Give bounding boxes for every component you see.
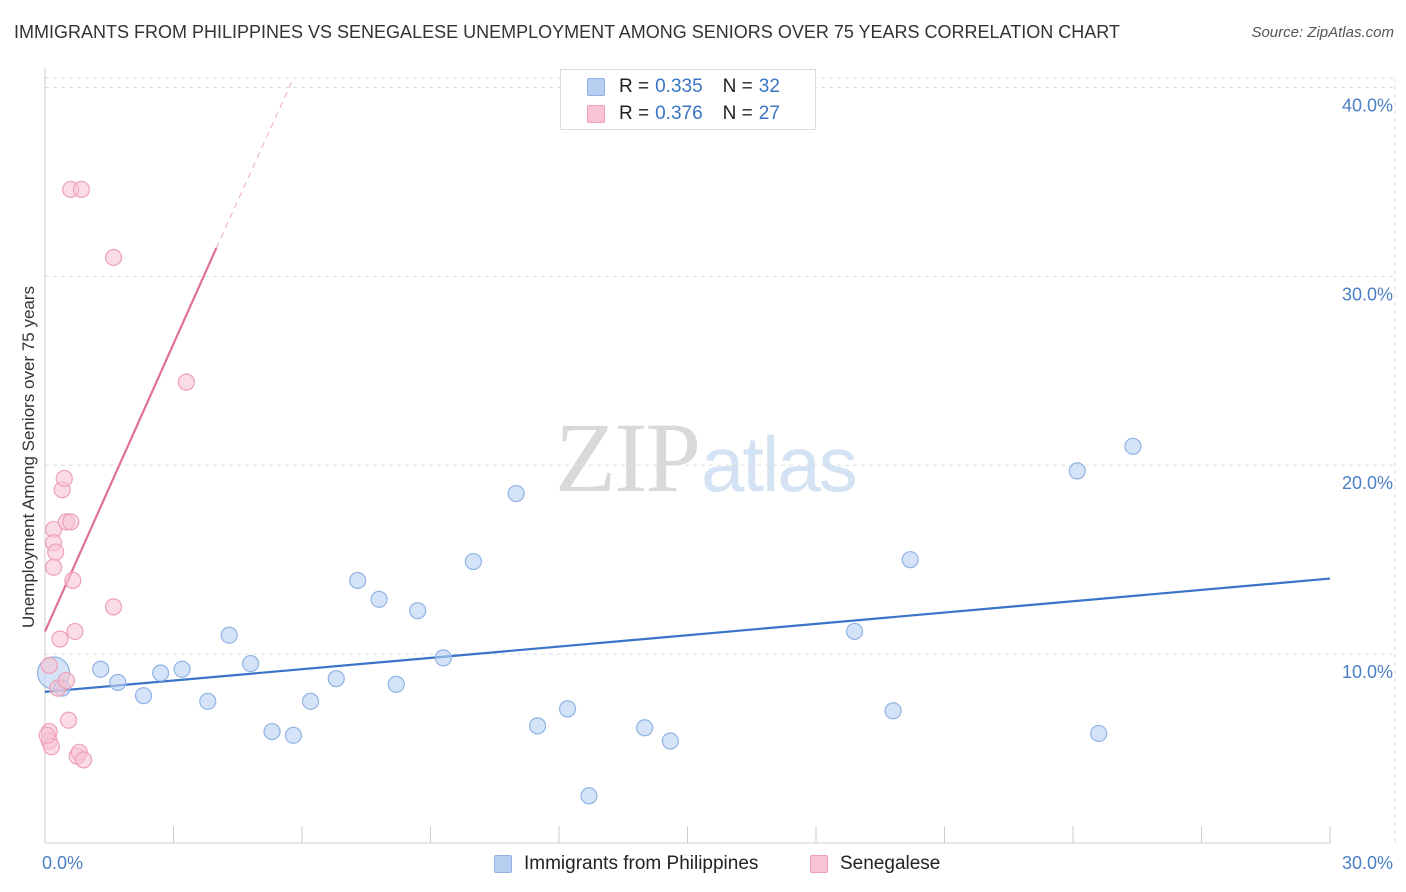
senegalese-point (104, 598, 123, 616)
correlation-legend: R = 0.335 N = 32 R = 0.376 N = 27 (560, 69, 816, 130)
philippines-point (901, 551, 919, 569)
philippines-point (220, 626, 238, 644)
senegalese-point (57, 671, 76, 690)
philippines-point (92, 660, 110, 678)
philippines-point (152, 664, 170, 682)
bottom-legend-philippines: Immigrants from Philippines (494, 852, 758, 876)
tick-labels: 10.0% 20.0% 30.0% 40.0% 0.0% 30.0% (42, 95, 1393, 873)
legend-swatch-blue (587, 78, 605, 96)
philippines-point (387, 675, 405, 693)
bottom-legend-senegalese: Senegalese (810, 852, 940, 876)
source-label: Source: ZipAtlas.com (1251, 24, 1394, 41)
senegalese-point (177, 373, 195, 391)
philippines-point (528, 717, 547, 735)
y-tick-label: 30.0% (1342, 284, 1393, 304)
philippines-point (1090, 724, 1108, 743)
philippines-point (845, 622, 864, 641)
y-tick-label: 10.0% (1342, 662, 1393, 682)
watermark-zip: ZIP (555, 402, 701, 513)
philippines-point (370, 590, 388, 608)
philippines-point (661, 732, 679, 750)
senegalese-point (40, 656, 58, 675)
philippines-point (349, 571, 367, 590)
legend-n-label: N = (722, 103, 753, 124)
axes (44, 68, 1331, 844)
x-tick-label: 0.0% (42, 853, 83, 873)
philippines-point (507, 484, 525, 503)
x-tick-label: 30.0% (1342, 853, 1393, 873)
y-axis-label: Unemployment Among Seniors over 75 years (19, 286, 38, 628)
senegalese-point (74, 751, 93, 769)
legend-n-value: 27 (758, 103, 780, 124)
bottom-legend-swatch-pink (810, 855, 828, 873)
senegalese-trend-line (43, 247, 218, 632)
y-tick-label: 40.0% (1342, 95, 1393, 115)
legend-r-value: 0.376 (655, 103, 703, 124)
philippines-point (558, 700, 577, 718)
data-points (36, 180, 1142, 805)
philippines-point (199, 692, 217, 710)
legend-row-senegalese: R = 0.376 N = 27 (587, 102, 780, 126)
legend-row-philippines: R = 0.335 N = 32 (587, 75, 780, 99)
bottom-legend-label-senegalese: Senegalese (840, 853, 941, 874)
philippines-point (327, 670, 345, 688)
legend-r-label: R = (619, 76, 650, 97)
watermark-atlas: atlas (701, 420, 858, 508)
senegalese-point (66, 622, 84, 641)
philippines-point (1068, 462, 1086, 480)
legend-r-label: R = (619, 103, 650, 124)
grid-lines (45, 77, 1396, 843)
senegalese-point (62, 513, 80, 531)
bottom-legend-swatch-blue (494, 855, 512, 873)
philippines-point (1124, 437, 1142, 455)
philippines-point (636, 719, 654, 737)
senegalese-point (47, 543, 65, 561)
philippines-point (409, 602, 427, 620)
senegalese-point (38, 726, 56, 744)
senegalese-point (104, 248, 123, 267)
legend-r-value: 0.335 (655, 76, 703, 97)
senegalese-point (59, 711, 78, 729)
philippines-point (173, 660, 191, 678)
senegalese-trend-extension (215, 77, 294, 249)
y-tick-label: 20.0% (1342, 473, 1393, 493)
senegalese-point (51, 630, 69, 648)
philippines-point (464, 552, 482, 571)
senegalese-point (44, 558, 63, 576)
philippines-point (301, 692, 320, 710)
trend-lines (43, 77, 1331, 693)
senegalese-point (64, 571, 82, 590)
philippines-trend-line (44, 577, 1331, 693)
philippines-point (263, 722, 281, 741)
senegalese-point (72, 180, 91, 199)
philippines-point (434, 649, 452, 667)
philippines-point (580, 787, 598, 805)
watermark: ZIPatlas (555, 400, 858, 515)
chart-title: IMMIGRANTS FROM PHILIPPINES VS SENEGALES… (14, 22, 1120, 42)
legend-swatch-pink (587, 105, 605, 123)
philippines-point (884, 702, 902, 720)
philippines-point (242, 654, 260, 673)
philippines-point (109, 673, 127, 692)
legend-n-label: N = (722, 76, 753, 97)
bottom-legend-label-philippines: Immigrants from Philippines (524, 853, 759, 874)
legend-n-value: 32 (758, 76, 780, 97)
philippines-point (134, 687, 153, 705)
philippines-point (284, 726, 303, 744)
senegalese-point (55, 469, 73, 488)
